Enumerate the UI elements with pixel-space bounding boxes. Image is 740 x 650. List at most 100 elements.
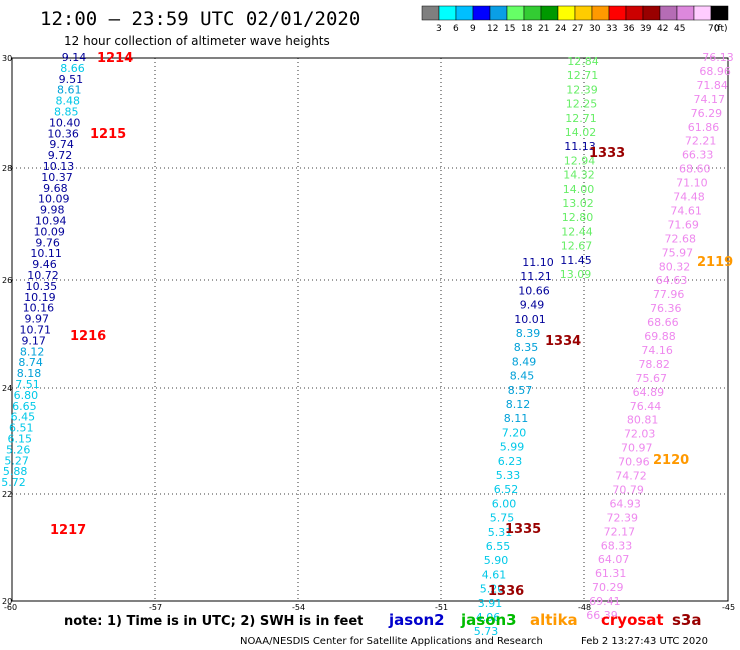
wave-height-value: 6.55 bbox=[486, 540, 511, 553]
wave-height-value: 9.49 bbox=[520, 299, 545, 312]
color-swatch bbox=[591, 5, 610, 21]
wave-height-value: 12.84 bbox=[567, 55, 599, 68]
color-scale-label: 27 bbox=[572, 24, 583, 34]
wave-height-value: 14.00 bbox=[563, 183, 595, 196]
wave-height-value: 74.48 bbox=[673, 191, 705, 204]
pass-number-label: 1333 bbox=[589, 146, 625, 161]
color-scale-unit: (ft) bbox=[714, 24, 728, 34]
color-swatch bbox=[438, 5, 457, 21]
color-scale-label: 24 bbox=[555, 24, 567, 34]
wave-height-value: 13.02 bbox=[562, 197, 594, 210]
legend-altika: altika bbox=[530, 611, 578, 629]
color-swatch bbox=[659, 5, 678, 21]
wave-height-value: 5.73 bbox=[474, 625, 499, 638]
pass-number-label: 1217 bbox=[50, 523, 86, 538]
legend-cryosat: cryosat bbox=[601, 611, 664, 629]
wave-height-value: 75.97 bbox=[662, 246, 694, 259]
wave-height-value: 10.11 bbox=[30, 247, 62, 260]
wave-height-value: 11.10 bbox=[522, 256, 554, 269]
color-scale-label: 30 bbox=[589, 24, 601, 34]
color-scale-label: 18 bbox=[521, 24, 533, 34]
wave-height-value: 10.35 bbox=[26, 280, 58, 293]
wave-height-value: 64.63 bbox=[656, 274, 688, 287]
wave-height-value: 70.79 bbox=[612, 483, 644, 496]
longitude-tick-label: -57 bbox=[149, 603, 162, 612]
credit-line: NOAA/NESDIS Center for Satellite Applica… bbox=[240, 636, 543, 647]
wave-height-value: 76.44 bbox=[630, 400, 662, 413]
wave-height-value: 68.66 bbox=[647, 316, 679, 329]
wave-height-value: 78.82 bbox=[638, 358, 670, 371]
wave-height-value: 8.61 bbox=[57, 84, 82, 97]
pass-number-label: 1214 bbox=[97, 51, 133, 66]
color-scale-label: 6 bbox=[453, 24, 459, 34]
color-swatch bbox=[642, 5, 661, 21]
color-swatch bbox=[574, 5, 593, 21]
wave-height-value: 64.89 bbox=[633, 386, 665, 399]
wave-height-value: 71.69 bbox=[667, 218, 699, 231]
wave-height-value: 69.88 bbox=[644, 330, 676, 343]
pass-number-label: 2120 bbox=[653, 453, 689, 468]
wave-height-value: 3.91 bbox=[478, 597, 503, 610]
pass-number-label: 1336 bbox=[488, 584, 524, 599]
wave-height-value: 70.29 bbox=[592, 581, 624, 594]
satellite-legend: jason2 jason3 altika cryosat s3a bbox=[388, 611, 702, 629]
wave-height-value: 72.21 bbox=[685, 135, 717, 148]
color-swatch bbox=[608, 5, 627, 21]
wave-height-value: 10.40 bbox=[49, 116, 81, 129]
wave-height-value: 12.80 bbox=[562, 211, 594, 224]
color-swatch bbox=[540, 5, 559, 21]
wave-height-value: 6.51 bbox=[9, 422, 34, 435]
wave-height-value: 66.33 bbox=[682, 149, 714, 162]
latitude-ticks: 30 28 26 24 22 20 bbox=[2, 54, 12, 606]
legend-jason3: jason3 bbox=[460, 611, 517, 629]
wave-height-value: 8.18 bbox=[17, 367, 42, 380]
wave-height-value: 4.06 bbox=[476, 611, 501, 624]
color-scale-label: 70 bbox=[708, 24, 720, 34]
map-subtitle: 12 hour collection of altimeter wave hei… bbox=[64, 34, 330, 48]
color-scale-bar: 3 6 9 12 15 18 21 24 27 30 33 36 39 42 45 70(ft) bbox=[421, 5, 729, 34]
color-scale-label: 9 bbox=[470, 24, 476, 34]
color-scale-label: 15 bbox=[504, 24, 515, 34]
longitude-tick-label: -60 bbox=[4, 603, 17, 612]
wave-height-value: 10.09 bbox=[33, 225, 65, 238]
latitude-tick-label: 24 bbox=[2, 384, 12, 393]
wave-height-value: 68.60 bbox=[679, 163, 711, 176]
wave-height-value: 69.41 bbox=[589, 595, 621, 608]
wave-height-value: 8.57 bbox=[508, 384, 533, 397]
wave-height-value: 5.26 bbox=[6, 443, 31, 456]
wave-height-value: 6.23 bbox=[498, 455, 523, 468]
wave-height-value: 10.16 bbox=[23, 302, 55, 315]
wave-height-value: 10.71 bbox=[20, 324, 52, 337]
color-swatch bbox=[523, 5, 542, 21]
wave-height-value: 5.31 bbox=[488, 526, 513, 539]
wave-height-value: 12.25 bbox=[566, 98, 598, 111]
wave-height-value: 5.33 bbox=[496, 469, 521, 482]
pass-number-label: 1216 bbox=[70, 329, 106, 344]
units-note: note: 1) Time is in UTC; 2) SWH is in fe… bbox=[64, 614, 363, 629]
wave-height-value: 8.39 bbox=[516, 327, 541, 340]
color-swatch bbox=[625, 5, 644, 21]
map-gridlines bbox=[12, 58, 728, 601]
longitude-tick-label: -48 bbox=[578, 603, 591, 612]
color-swatch bbox=[676, 5, 695, 21]
latitude-tick-label: 22 bbox=[2, 490, 12, 499]
color-scale-label: 42 bbox=[657, 24, 668, 34]
wave-height-tracks: 9.148.669.518.618.488.8510.4010.369.749.… bbox=[1, 51, 734, 638]
wave-height-value: 8.85 bbox=[54, 106, 79, 119]
wave-height-value: 11.21 bbox=[520, 270, 552, 283]
wave-height-value: 12.71 bbox=[565, 112, 597, 125]
wave-height-value: 10.01 bbox=[514, 313, 546, 326]
wave-height-value: 8.12 bbox=[20, 345, 45, 358]
map-title: 12:00 – 23:59 UTC 02/01/2020 bbox=[40, 8, 360, 30]
wave-height-value: 8.12 bbox=[506, 398, 531, 411]
longitude-tick-label: -54 bbox=[292, 603, 305, 612]
longitude-tick-label: -45 bbox=[722, 603, 735, 612]
wave-height-value: 6.80 bbox=[14, 389, 39, 402]
wave-height-value: 80.32 bbox=[659, 260, 691, 273]
color-scale-label: 21 bbox=[538, 24, 549, 34]
wave-height-value: 72.03 bbox=[624, 428, 656, 441]
color-scale-label: 39 bbox=[640, 24, 652, 34]
wave-height-value: 4.61 bbox=[482, 568, 507, 581]
pass-number-label: 2119 bbox=[697, 255, 733, 270]
